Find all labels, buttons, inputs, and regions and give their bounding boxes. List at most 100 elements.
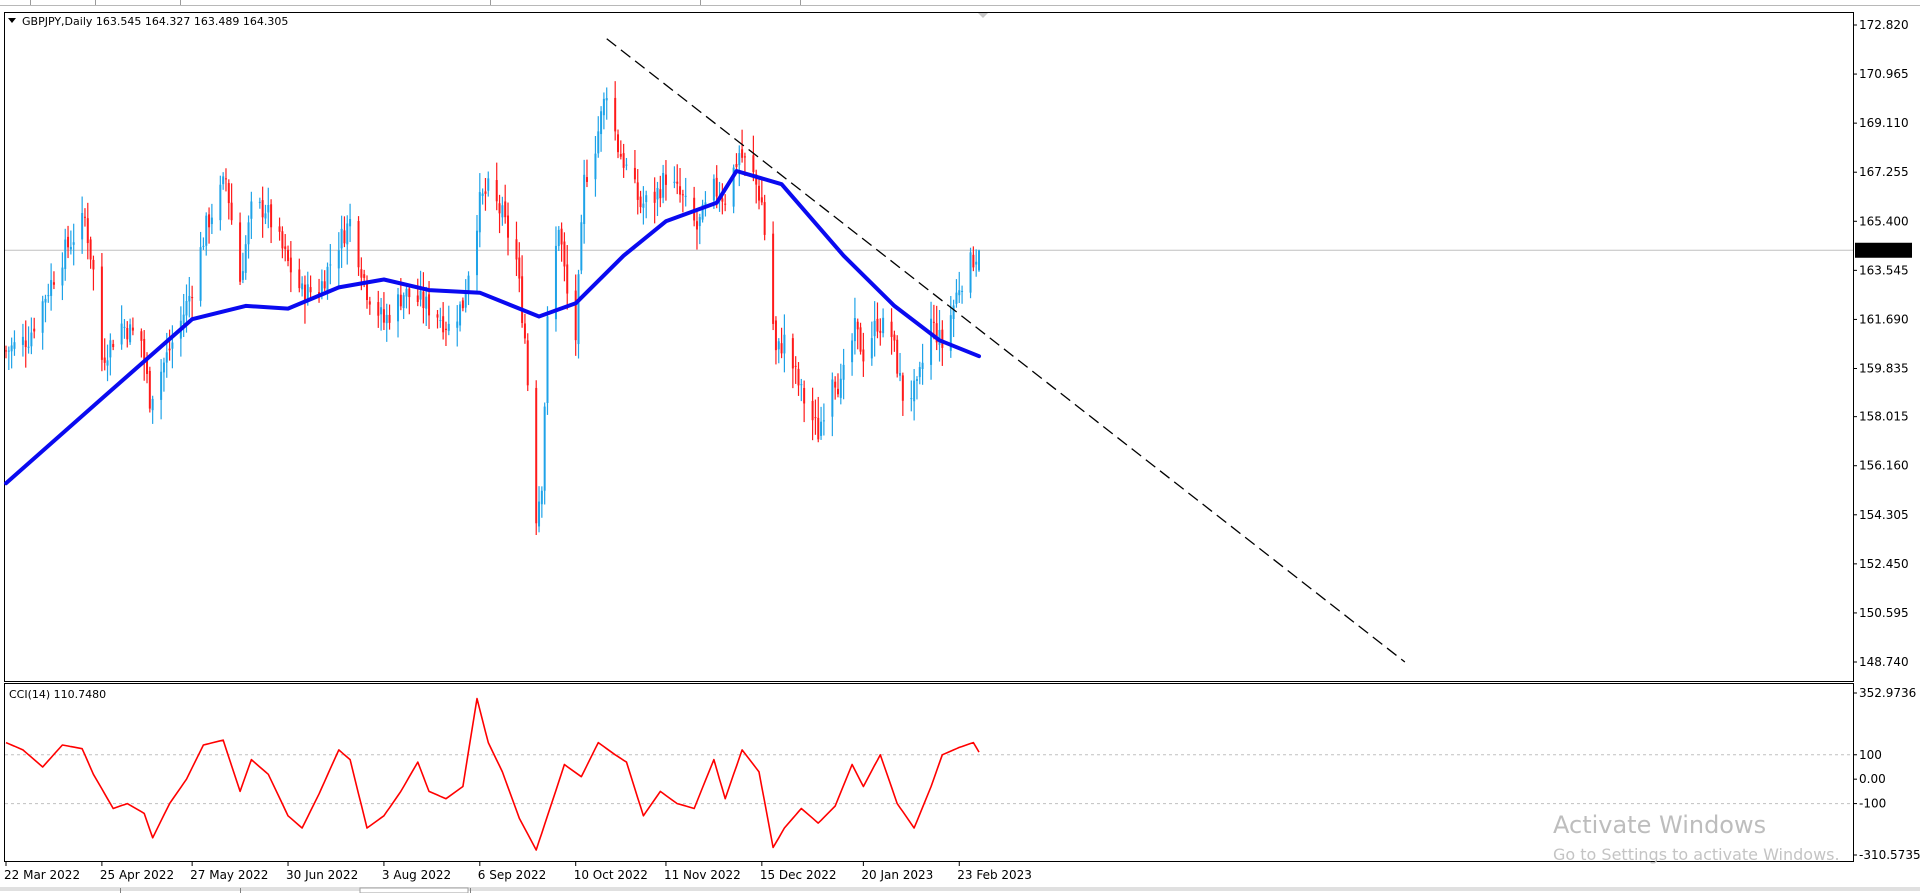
- candle-body: [165, 352, 168, 363]
- candle-body: [106, 360, 109, 366]
- candle-body: [594, 153, 597, 180]
- candle-body: [24, 340, 27, 348]
- candle-body: [444, 328, 447, 330]
- candle-body: [969, 252, 972, 293]
- candle-body: [504, 201, 507, 218]
- candle-body: [416, 295, 419, 302]
- candle-body: [645, 195, 648, 203]
- candle-body: [52, 282, 55, 285]
- candle-body: [298, 269, 301, 289]
- candle-body: [560, 228, 563, 245]
- candle-body: [120, 323, 123, 345]
- candle-body: [27, 346, 30, 348]
- candle-body: [10, 345, 13, 352]
- time-axis-label: 27 May 2022: [190, 868, 268, 882]
- candle-body: [247, 222, 250, 245]
- price-axis-label: 167.255: [1859, 165, 1909, 179]
- candle-body: [447, 323, 450, 331]
- candle-body: [140, 331, 143, 341]
- candle-body: [402, 295, 405, 309]
- candle-body: [955, 292, 958, 304]
- current-price-tag-bg: [1855, 242, 1912, 258]
- candle-body: [712, 178, 715, 201]
- candle-body: [287, 249, 290, 261]
- candle-body: [873, 320, 876, 337]
- candle-body: [498, 203, 501, 214]
- candle-body: [653, 191, 656, 203]
- candle-body: [456, 321, 459, 328]
- candle-body: [851, 340, 854, 363]
- candle-body: [724, 203, 727, 205]
- candle-body: [478, 192, 481, 233]
- candle-body: [171, 342, 174, 349]
- candle-body: [21, 336, 24, 345]
- candle-body: [363, 274, 366, 278]
- candle-body: [47, 295, 50, 297]
- candle-body: [619, 153, 622, 157]
- candle-body: [834, 381, 837, 388]
- candle-body: [554, 245, 557, 320]
- candle-body: [763, 202, 766, 235]
- time-axis-label: 23 Feb 2023: [957, 868, 1032, 882]
- candle-body: [270, 204, 273, 228]
- candle-body: [405, 288, 408, 297]
- candle-body: [481, 193, 484, 196]
- candle-body: [205, 215, 208, 246]
- candle-body: [918, 367, 921, 378]
- candle-body: [695, 221, 698, 230]
- candle-body: [521, 276, 524, 323]
- candle-body: [459, 304, 462, 326]
- candle-body: [738, 153, 741, 166]
- candle-body: [100, 266, 103, 360]
- time-axis-label: 22 Mar 2022: [4, 868, 80, 882]
- candle-body: [267, 204, 270, 213]
- candle-body: [938, 329, 941, 345]
- candle-body: [975, 261, 978, 265]
- cci-axis-label: 0.00: [1859, 772, 1886, 786]
- candle-body: [664, 174, 667, 185]
- candle-body: [337, 250, 340, 269]
- candle-body: [760, 197, 763, 203]
- candle-body: [681, 194, 684, 196]
- candle-body: [662, 172, 665, 198]
- candle-body: [566, 264, 569, 294]
- trendline[interactable]: [606, 38, 1406, 663]
- price-axis-label: 159.835: [1859, 361, 1909, 375]
- candle-body: [774, 320, 777, 351]
- symbol-header: GBPJPY,Daily 163.545 164.327 163.489 164…: [8, 15, 288, 28]
- candle-body: [408, 288, 411, 298]
- candle-body: [346, 223, 349, 245]
- candle-body: [464, 293, 467, 308]
- candle-body: [910, 398, 913, 400]
- cci-panel: [4, 683, 1854, 862]
- candle-body: [86, 218, 89, 244]
- candle-body: [227, 183, 230, 204]
- cci-levels: [5, 754, 1853, 805]
- candle-body: [600, 111, 603, 135]
- candle-body: [932, 321, 935, 323]
- moving-average-line: [4, 169, 981, 486]
- candle-body: [112, 343, 115, 348]
- candle-body: [202, 245, 205, 247]
- candle-body: [780, 343, 783, 354]
- price-axis-label: 172.820: [1859, 18, 1909, 32]
- candle-body: [83, 216, 86, 218]
- candle-body: [755, 174, 758, 185]
- candle-body: [777, 341, 780, 350]
- candle-body: [131, 327, 134, 331]
- candle-body: [425, 296, 428, 309]
- candle-body: [698, 217, 701, 227]
- candle-body: [978, 250, 980, 271]
- active-chart-tab[interactable]: [359, 887, 469, 893]
- shift-marker-icon[interactable]: [977, 12, 989, 18]
- candle-body: [5, 350, 7, 352]
- candle-body: [896, 339, 899, 374]
- candle-body: [831, 379, 834, 417]
- candle-body: [735, 163, 738, 167]
- candle-body: [439, 320, 442, 322]
- triangle-down-icon[interactable]: [8, 18, 16, 23]
- candle-body: [563, 241, 566, 267]
- candle-body: [899, 373, 902, 376]
- candle-body: [69, 246, 72, 250]
